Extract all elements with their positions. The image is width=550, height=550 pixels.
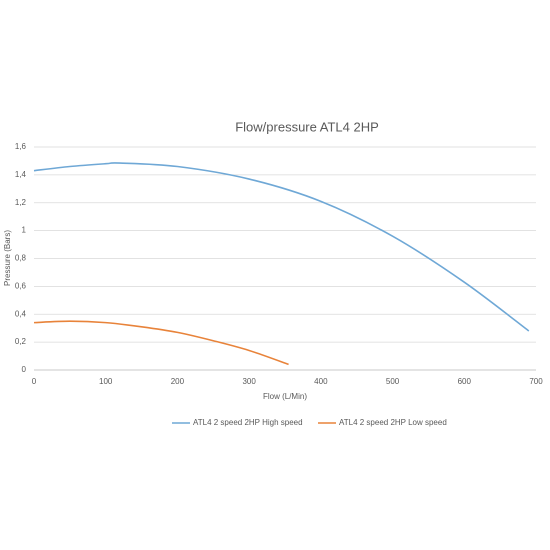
y-tick-label: 0,6	[15, 281, 27, 290]
x-tick-label: 600	[458, 377, 472, 386]
x-tick-label: 200	[171, 377, 185, 386]
y-axis-label: Pressure (Bars)	[3, 230, 12, 286]
y-tick-label: 1,2	[15, 198, 27, 207]
y-tick-label: 0,4	[15, 309, 27, 318]
line	[33, 320, 289, 366]
x-axis-label: Flow (L/Min)	[263, 392, 307, 401]
y-tick-label: 0	[22, 365, 27, 374]
x-tick-label: 300	[242, 377, 256, 386]
y-tick-label: 1,4	[15, 170, 27, 179]
legend-label: ATL4 2 speed 2HP Low speed	[339, 418, 447, 427]
x-tick-label: 700	[529, 377, 543, 386]
x-tick-label: 0	[32, 377, 37, 386]
x-tick-label: 500	[386, 377, 400, 386]
y-tick-label: 1	[22, 226, 27, 235]
legend-label: ATL4 2 speed 2HP High speed	[193, 418, 303, 427]
chart-title: Flow/pressure ATL4 2HP	[235, 119, 379, 134]
y-tick-label: 0,8	[15, 254, 27, 263]
x-tick-label: 100	[99, 377, 113, 386]
x-tick-label: 400	[314, 377, 328, 386]
line	[33, 162, 530, 332]
y-tick-label: 0,2	[15, 337, 27, 346]
y-tick-label: 1,6	[15, 142, 27, 151]
